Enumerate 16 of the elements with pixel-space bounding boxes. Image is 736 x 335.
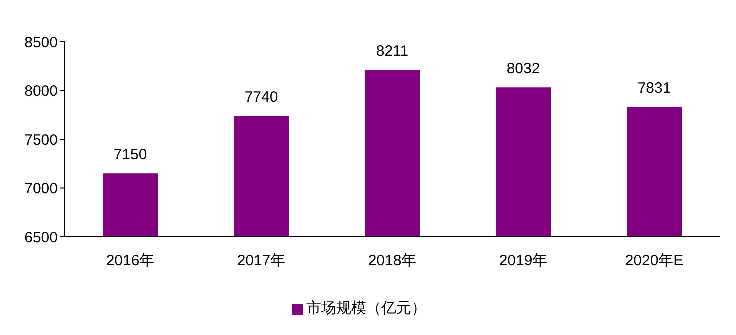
y-tick-label: 7000 bbox=[24, 180, 58, 198]
data-label: 7740 bbox=[244, 89, 278, 106]
x-tick-label: 2019年 bbox=[499, 252, 548, 270]
x-tick-label: 2016年 bbox=[106, 252, 155, 270]
data-label: 8032 bbox=[506, 60, 540, 78]
y-tick-label: 6500 bbox=[24, 229, 58, 246]
data-label: 7831 bbox=[638, 80, 672, 98]
y-tick-label: 7500 bbox=[24, 132, 58, 149]
legend-label: 市场规模（亿元） bbox=[306, 300, 426, 317]
x-tick-label: 2018年 bbox=[368, 252, 417, 270]
x-tick-label: 2020年E bbox=[625, 252, 684, 270]
y-tick-label: 8500 bbox=[24, 34, 58, 52]
x-tick-label: 2017年 bbox=[237, 252, 286, 270]
data-label: 7150 bbox=[114, 146, 148, 164]
data-label: 8211 bbox=[376, 43, 409, 60]
y-tick-label: 8000 bbox=[24, 83, 58, 100]
